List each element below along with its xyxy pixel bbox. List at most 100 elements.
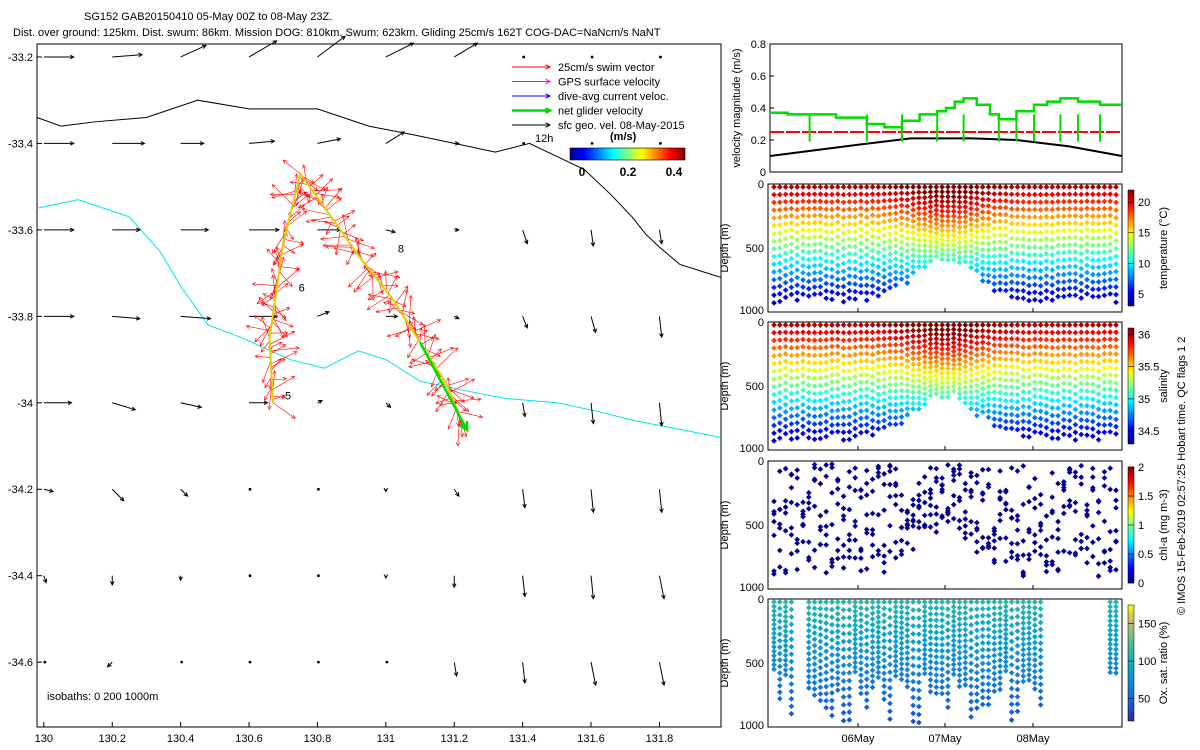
swim-vector bbox=[315, 178, 333, 196]
swim-vector bbox=[409, 352, 428, 364]
geo-vector bbox=[659, 55, 662, 59]
swim-vector bbox=[422, 323, 427, 351]
map-xtick-label: 130.2 bbox=[98, 733, 126, 745]
swim-vector-head bbox=[328, 178, 333, 183]
map-xtick-label: 130 bbox=[35, 733, 53, 745]
geo-vector bbox=[43, 488, 55, 493]
swim-vector-head bbox=[310, 218, 316, 223]
swim-vector bbox=[307, 188, 312, 204]
swim-vector bbox=[434, 383, 447, 391]
swim-vector-shaft bbox=[291, 194, 309, 209]
swim-vector bbox=[278, 271, 293, 288]
swim-vector-head bbox=[277, 341, 283, 346]
swim-vector-head bbox=[447, 424, 452, 430]
swim-vector-head bbox=[282, 219, 287, 225]
geo-vector-shaft bbox=[590, 489, 594, 513]
swim-vector bbox=[261, 316, 270, 339]
section-colorbar-label: chl-a (mg m-3) bbox=[1158, 489, 1170, 561]
section-point bbox=[776, 207, 783, 213]
swim-vector bbox=[333, 246, 358, 254]
swim-vector bbox=[387, 297, 392, 314]
swim-vector-head bbox=[281, 394, 287, 400]
swim-vector-head bbox=[275, 246, 280, 252]
swim-vector-shaft bbox=[262, 293, 276, 301]
swim-vector-head bbox=[325, 230, 330, 236]
swim-vector-head bbox=[324, 244, 330, 249]
swim-vector-head bbox=[333, 246, 338, 251]
swim-vector-head bbox=[463, 432, 468, 438]
section-colorbar-tick-label: 1 bbox=[1138, 520, 1144, 532]
legend-label-4: sfc geo. vel. 08-May-2015 bbox=[558, 120, 685, 132]
swim-vector-head bbox=[470, 395, 475, 400]
geo-vector-shaft bbox=[522, 662, 526, 683]
geo-vector-head bbox=[318, 399, 324, 405]
geo-vector bbox=[248, 660, 252, 664]
geo-vector bbox=[590, 402, 596, 425]
swim-vector-shaft bbox=[278, 271, 293, 287]
swim-vector bbox=[269, 331, 296, 345]
geo-vector bbox=[385, 229, 397, 234]
swim-vector bbox=[436, 347, 459, 369]
map-ytick-label: -34.2 bbox=[8, 484, 33, 496]
geo-vector bbox=[454, 315, 460, 320]
geo-vector-shaft bbox=[590, 316, 597, 333]
swim-vector bbox=[270, 330, 289, 335]
geo-vector-shaft bbox=[453, 662, 458, 677]
swim-vector bbox=[269, 341, 283, 348]
geo-vector-shaft bbox=[317, 138, 341, 144]
swim-vector-head bbox=[295, 345, 300, 351]
section-point bbox=[782, 184, 789, 190]
swim-vector-head bbox=[264, 383, 269, 389]
geo-vector-shaft bbox=[385, 42, 414, 58]
swim-vector-head bbox=[295, 266, 301, 271]
geo-vector-head bbox=[67, 400, 73, 406]
depth-label: Depth (m) bbox=[719, 362, 731, 411]
geo-vector bbox=[590, 662, 598, 687]
swim-vector-shaft bbox=[389, 297, 392, 313]
isobath-note: isobaths: 0 200 1000m bbox=[47, 691, 158, 703]
swim-vector bbox=[341, 231, 364, 242]
geo-vector bbox=[590, 229, 596, 248]
section-colorbar-tick-label: 100 bbox=[1138, 656, 1156, 668]
swim-vector-shaft bbox=[430, 348, 442, 360]
swim-vector bbox=[447, 407, 457, 430]
swim-vector-head bbox=[281, 358, 286, 363]
geo-vector-head bbox=[383, 574, 389, 580]
swim-vector-shaft bbox=[306, 216, 332, 223]
swim-vector-head bbox=[367, 296, 373, 301]
legend-arrow-3 bbox=[512, 107, 553, 114]
geo-vector-head bbox=[590, 594, 596, 600]
geo-vector-head bbox=[590, 242, 596, 248]
swim-vector-head bbox=[254, 337, 259, 343]
geo-vector-head bbox=[658, 239, 664, 245]
geo-vector bbox=[180, 315, 212, 321]
section-point bbox=[776, 229, 783, 236]
colorbar-tick: 0.4 bbox=[666, 165, 683, 179]
swim-vector-head bbox=[280, 333, 284, 339]
swim-vector bbox=[270, 351, 298, 365]
section-point bbox=[776, 252, 783, 259]
swim-vector-shaft bbox=[448, 407, 457, 430]
depth-tick-label: 500 bbox=[746, 381, 764, 393]
swim-vector-head bbox=[334, 250, 339, 256]
swim-vector-shaft bbox=[408, 295, 412, 325]
swim-vector-head bbox=[387, 309, 392, 314]
swim-vector-shaft bbox=[325, 246, 353, 248]
depth-tick-label: 0 bbox=[758, 179, 764, 191]
geo-vector-shaft bbox=[317, 35, 346, 58]
swim-vector-shaft bbox=[371, 271, 400, 278]
swim-vector-head bbox=[407, 343, 413, 348]
swim-vector-shaft bbox=[271, 190, 297, 198]
geo-vector-head bbox=[69, 227, 75, 233]
geo-vector bbox=[106, 661, 113, 668]
depth-tick-label: 0 bbox=[758, 594, 764, 606]
swim-vector-shaft bbox=[395, 285, 409, 304]
swim-vector-shaft bbox=[271, 358, 282, 371]
section-colorbar: 5 10 15 20 temperature (°C) bbox=[1127, 189, 1170, 307]
swim-vector-shaft bbox=[375, 307, 399, 313]
map-ytick-label: -34.4 bbox=[8, 571, 33, 583]
geo-vector-head bbox=[69, 54, 75, 60]
swim-vector-shaft bbox=[289, 204, 305, 219]
legend-arrow-2-head bbox=[545, 93, 552, 99]
swim-vector-head bbox=[324, 186, 329, 192]
